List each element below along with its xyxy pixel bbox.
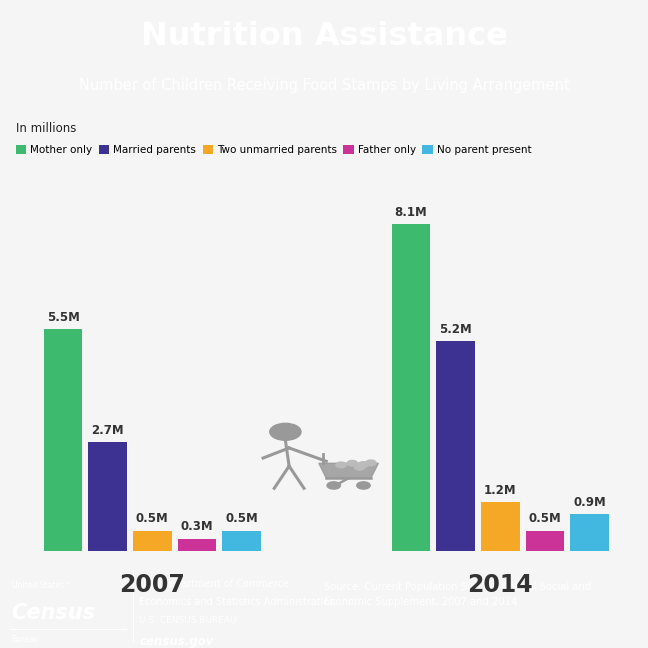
Bar bbox=[526, 531, 564, 551]
Circle shape bbox=[358, 461, 369, 467]
Bar bbox=[44, 329, 82, 551]
Text: Source: Current Population Survey, Annual Social and
Economic Supplement, 2007 a: Source: Current Population Survey, Annua… bbox=[324, 583, 591, 607]
Circle shape bbox=[365, 460, 376, 466]
Text: 2.7M: 2.7M bbox=[91, 424, 124, 437]
Text: United States™: United States™ bbox=[12, 581, 71, 590]
Text: 1.2M: 1.2M bbox=[484, 484, 516, 497]
Text: 5.2M: 5.2M bbox=[439, 323, 472, 336]
Text: 0.5M: 0.5M bbox=[529, 513, 561, 526]
Text: 2014: 2014 bbox=[467, 573, 533, 597]
Circle shape bbox=[357, 482, 370, 489]
Text: Economics and Statistics Administration: Economics and Statistics Administration bbox=[139, 597, 336, 607]
Legend: Mother only, Married parents, Two unmarried parents, Father only, No parent pres: Mother only, Married parents, Two unmarr… bbox=[12, 141, 536, 159]
Text: 0.5M: 0.5M bbox=[136, 513, 168, 526]
Circle shape bbox=[354, 465, 365, 470]
Text: census.gov: census.gov bbox=[139, 634, 214, 647]
Polygon shape bbox=[319, 463, 378, 478]
Text: 5.5M: 5.5M bbox=[47, 310, 80, 324]
Bar bbox=[133, 531, 172, 551]
Bar bbox=[481, 502, 520, 551]
Bar bbox=[222, 531, 261, 551]
Bar bbox=[178, 538, 216, 551]
Text: In millions: In millions bbox=[16, 122, 76, 135]
Text: Nutrition Assistance: Nutrition Assistance bbox=[141, 21, 507, 52]
Text: 8.1M: 8.1M bbox=[395, 206, 428, 219]
Bar bbox=[436, 341, 475, 551]
Circle shape bbox=[327, 482, 340, 489]
Text: 0.9M: 0.9M bbox=[573, 496, 606, 509]
Text: Census: Census bbox=[12, 603, 96, 623]
Bar bbox=[570, 515, 609, 551]
Text: Number of Children Receiving Food Stamps by Living Arrangement: Number of Children Receiving Food Stamps… bbox=[78, 78, 570, 93]
Text: U.S. CENSUS BUREAU: U.S. CENSUS BUREAU bbox=[139, 616, 237, 625]
Bar bbox=[391, 224, 430, 551]
Text: 2007: 2007 bbox=[119, 573, 185, 597]
Text: U.S. Department of Commerce: U.S. Department of Commerce bbox=[139, 579, 289, 589]
Circle shape bbox=[270, 423, 301, 440]
Text: Bureau: Bureau bbox=[12, 635, 39, 644]
Text: 0.5M: 0.5M bbox=[225, 513, 258, 526]
Text: 0.3M: 0.3M bbox=[181, 520, 213, 533]
Circle shape bbox=[336, 462, 347, 468]
Circle shape bbox=[347, 461, 358, 466]
Bar bbox=[88, 442, 127, 551]
